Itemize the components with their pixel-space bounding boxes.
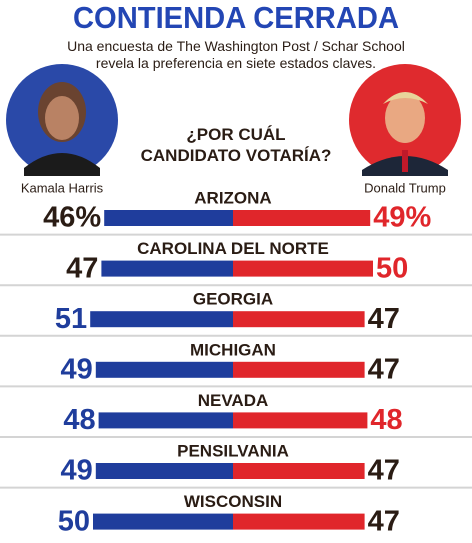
- bar-trump: [233, 210, 371, 226]
- harris-photo: [6, 64, 118, 176]
- value-label-harris: 49: [61, 455, 93, 487]
- value-label-harris: 48: [63, 404, 95, 436]
- bar-trump: [233, 412, 368, 429]
- bar-trump: [233, 260, 373, 277]
- bar-harris: [90, 311, 233, 328]
- state-label: GEORGIA: [193, 290, 273, 309]
- subtitle-box: Una encuesta de The Washington Post / Sc…: [67, 38, 405, 71]
- value-label-trump: 48: [370, 404, 402, 436]
- state-label: PENSILVANIA: [177, 441, 289, 460]
- state-label: MICHIGAN: [190, 340, 276, 359]
- bar-harris: [104, 210, 233, 226]
- bar-trump: [233, 361, 365, 378]
- trump-photo: [349, 64, 461, 176]
- subtitle: Una encuesta de The Washington Post / Sc…: [67, 38, 405, 71]
- state-label: ARIZONA: [194, 188, 271, 207]
- value-label-trump: 49%: [373, 202, 431, 234]
- value-label-harris: 49: [61, 353, 93, 385]
- bar-trump: [233, 513, 365, 530]
- state-label: CAROLINA DEL NORTE: [137, 239, 329, 258]
- bar-harris: [98, 412, 233, 429]
- value-label-trump: 47: [368, 455, 400, 487]
- state-label: NEVADA: [198, 391, 269, 410]
- legend-trump: Donald Trump: [364, 180, 446, 195]
- value-label-trump: 47: [368, 505, 400, 537]
- value-label-harris: 50: [58, 505, 90, 537]
- question: ¿POR CUÁL CANDIDATO VOTARÍA?: [140, 125, 332, 165]
- rows: ARIZONA 46% 49% CAROLINA DEL NORTE 47 50 GEORG…: [0, 188, 472, 537]
- bar-harris: [93, 513, 233, 530]
- legend-harris: Kamala Harris: [21, 180, 104, 195]
- question-box: ¿POR CUÁL CANDIDATO VOTARÍA?: [140, 125, 332, 165]
- value-label-harris: 51: [55, 303, 87, 335]
- bar-harris: [95, 361, 233, 378]
- bar-trump: [233, 311, 365, 328]
- bar-harris: [95, 463, 233, 479]
- bar-trump: [233, 463, 365, 479]
- bar-harris: [101, 260, 234, 277]
- value-label-harris: 47: [66, 252, 98, 284]
- state-label: WISCONSIN: [184, 492, 282, 511]
- value-label-trump: 47: [368, 353, 400, 385]
- value-label-trump: 50: [376, 252, 408, 284]
- value-label-harris: 46%: [43, 202, 101, 234]
- title: CONTIENDA CERRADA: [73, 0, 399, 35]
- value-label-trump: 47: [368, 303, 400, 335]
